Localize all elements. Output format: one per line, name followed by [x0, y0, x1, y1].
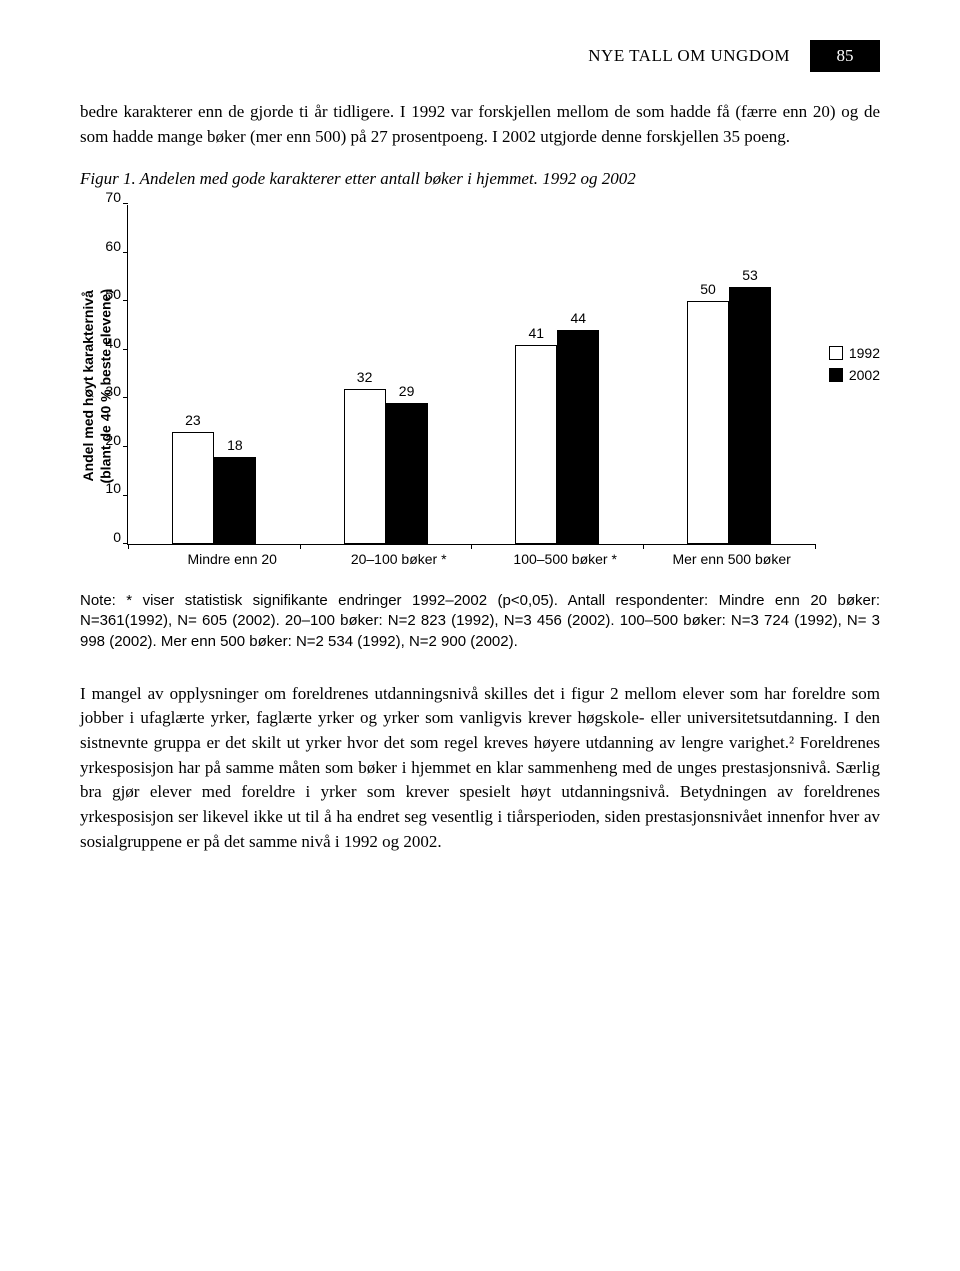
bar-value-label: 32 [357, 369, 373, 385]
legend-label-1992: 1992 [849, 345, 880, 361]
closing-paragraph: I mangel av opplysninger om foreldrenes … [80, 682, 880, 854]
legend: 1992 2002 [829, 345, 880, 389]
x-tick-label: Mindre enn 20 [149, 545, 315, 567]
bar-value-label: 23 [185, 412, 201, 428]
figure-caption: Figur 1. Andelen med gode karakterer ett… [80, 167, 880, 191]
chart-area: 706050403020100 2318322941445053 Mindre … [121, 205, 815, 567]
bar: 53 [729, 287, 771, 544]
chart-note: Note: * viser statistisk signifikante en… [80, 591, 880, 652]
x-tick-label: 20–100 bøker * [315, 545, 481, 567]
bar: 50 [687, 301, 729, 544]
bar-value-label: 53 [742, 267, 758, 283]
legend-swatch-1992 [829, 346, 843, 360]
plot-region: 2318322941445053 [127, 205, 815, 545]
running-title: NYE TALL OM UNGDOM [588, 46, 790, 66]
bar-group: 5053 [643, 205, 815, 544]
bar-value-label: 50 [700, 281, 716, 297]
bar: 18 [214, 457, 256, 544]
bar-chart: Andel med høyt karakternivå (blant de 40… [80, 205, 880, 567]
x-axis-labels: Mindre enn 2020–100 bøker *100–500 bøker… [149, 545, 815, 567]
bar-value-label: 29 [399, 383, 415, 399]
legend-item-2002: 2002 [829, 367, 880, 383]
bar: 41 [515, 345, 557, 544]
page-number: 85 [810, 40, 880, 72]
x-tick-label: Mer enn 500 bøker [648, 545, 814, 567]
bar-group: 4144 [471, 205, 643, 544]
x-tick-label: 100–500 bøker * [482, 545, 648, 567]
running-header: NYE TALL OM UNGDOM 85 [80, 40, 880, 72]
bar: 29 [386, 403, 428, 544]
bar: 44 [557, 330, 599, 544]
legend-label-2002: 2002 [849, 367, 880, 383]
legend-item-1992: 1992 [829, 345, 880, 361]
legend-swatch-2002 [829, 368, 843, 382]
bar: 23 [172, 432, 214, 544]
bar-group: 2318 [128, 205, 300, 544]
intro-paragraph: bedre karakterer enn de gjorde ti år tid… [80, 100, 880, 149]
bar-value-label: 44 [571, 310, 587, 326]
bar-value-label: 41 [529, 325, 545, 341]
bar-group: 3229 [300, 205, 472, 544]
bar: 32 [344, 389, 386, 544]
bar-value-label: 18 [227, 437, 243, 453]
bars-layer: 2318322941445053 [128, 205, 815, 544]
